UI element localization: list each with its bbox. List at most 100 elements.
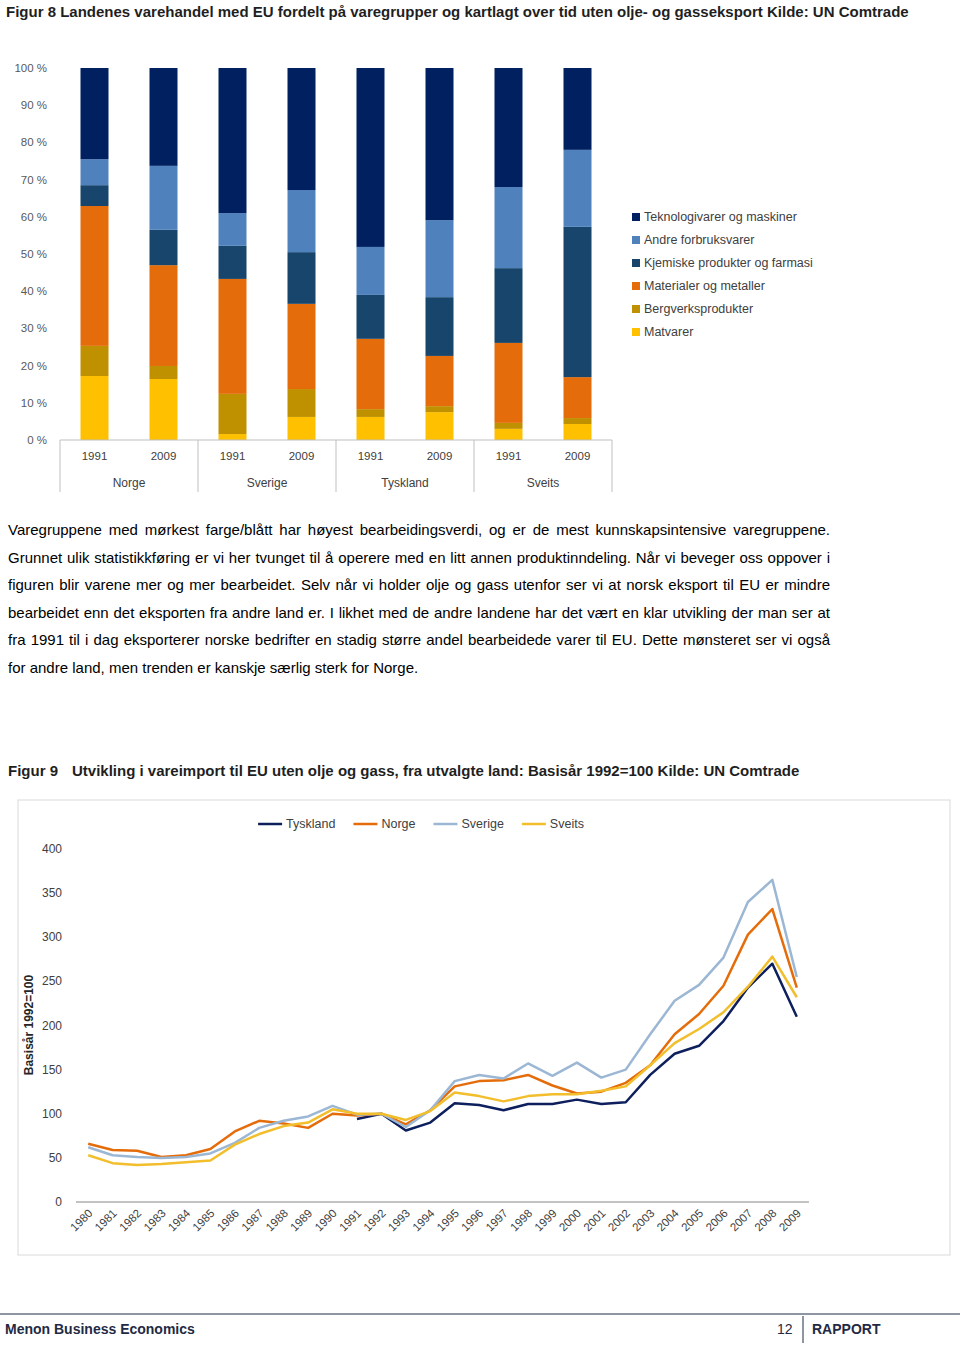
y-tick-label: 20 % xyxy=(21,360,47,372)
group-separator xyxy=(336,440,337,492)
x-tick-label: 1992 xyxy=(361,1207,388,1234)
x-tick-label: 1985 xyxy=(190,1207,217,1234)
bar-segment xyxy=(288,190,316,252)
bar-segment xyxy=(288,389,316,417)
tick-mark xyxy=(57,254,60,255)
footer-divider xyxy=(803,1316,804,1343)
bar-segment xyxy=(426,406,454,412)
y-tick-label: 400 xyxy=(42,842,62,856)
tick-mark xyxy=(57,179,60,180)
tick-mark xyxy=(57,328,60,329)
y-tick-label: 100 xyxy=(42,1107,62,1121)
footer-rule xyxy=(0,1314,960,1315)
bar-segment xyxy=(564,418,592,424)
footer-publisher: Menon Business Economics xyxy=(5,1321,195,1337)
y-tick-label: 40 % xyxy=(21,285,47,297)
bar-segment xyxy=(81,185,109,206)
bar-segment xyxy=(357,247,385,295)
bar-segment xyxy=(495,68,523,187)
legend-label: Teknologivarer og maskiner xyxy=(644,210,797,224)
legend-swatch xyxy=(632,259,640,267)
series-line xyxy=(88,957,797,1165)
figure-caption: Figur 8 Landenes varehandel med EU forde… xyxy=(6,2,954,22)
x-tick-label: 1997 xyxy=(483,1207,510,1234)
page-graphics: 0 %10 %20 %30 %40 %50 %60 %70 %80 %90 %1… xyxy=(0,0,960,1345)
y-tick-label: 350 xyxy=(42,886,62,900)
bar-segment xyxy=(219,434,247,440)
x-tick-label: 2006 xyxy=(703,1207,730,1234)
bar-segment xyxy=(288,417,316,440)
x-tick-label: 1991 xyxy=(220,450,246,462)
figure-caption: Utvikling i vareimport til EU uten olje … xyxy=(72,762,952,779)
group-separator xyxy=(612,440,613,492)
bar-segment xyxy=(426,68,454,220)
legend-swatch xyxy=(632,328,640,336)
bar-segment xyxy=(81,159,109,185)
y-tick-label: 60 % xyxy=(21,211,47,223)
x-tick-label: 2008 xyxy=(752,1207,779,1234)
bar-segment xyxy=(219,68,247,213)
legend-label: Sverige xyxy=(461,817,503,831)
bar-segment xyxy=(564,150,592,227)
legend-label: Materialer og metaller xyxy=(644,279,765,293)
bar-segment xyxy=(81,68,109,159)
y-tick-label: 70 % xyxy=(21,174,47,186)
bar-segment xyxy=(357,339,385,409)
legend-label: Andre forbruksvarer xyxy=(644,233,754,247)
bar-segment xyxy=(150,379,178,440)
bar-segment xyxy=(564,68,592,150)
bar-segment xyxy=(288,68,316,190)
x-tick-label: 2003 xyxy=(630,1207,657,1234)
legend-swatch xyxy=(258,823,282,826)
y-tick-label: 10 % xyxy=(21,397,47,409)
x-tick-label: 1993 xyxy=(386,1207,413,1234)
bar-segment xyxy=(219,394,247,434)
tick-mark xyxy=(57,365,60,366)
bar-segment xyxy=(357,68,385,247)
y-axis-title: Basisår 1992=100 xyxy=(22,974,36,1075)
bar-segment xyxy=(150,68,178,166)
group-label: Sveits xyxy=(527,476,560,490)
tick-mark xyxy=(57,68,60,69)
bar-segment xyxy=(150,366,178,379)
legend-swatch xyxy=(522,823,546,826)
x-tick-label: 1989 xyxy=(288,1207,315,1234)
x-tick-label: 2009 xyxy=(151,450,177,462)
y-tick-label: 0 xyxy=(55,1195,62,1209)
tick-mark xyxy=(57,105,60,106)
x-tick-label: 2009 xyxy=(289,450,315,462)
y-tick-label: 50 % xyxy=(21,248,47,260)
x-tick-label: 1984 xyxy=(166,1207,193,1234)
x-tick-label: 1991 xyxy=(82,450,108,462)
x-tick-label: 1991 xyxy=(337,1207,364,1234)
x-tick-label: 1994 xyxy=(410,1207,437,1234)
bar-segment xyxy=(288,252,316,304)
y-tick-label: 90 % xyxy=(21,99,47,111)
x-tick-label: 2009 xyxy=(427,450,453,462)
lines xyxy=(88,880,797,1165)
legend-label: Bergverksprodukter xyxy=(644,302,753,316)
legend-label: Matvarer xyxy=(644,325,693,339)
legend-swatch xyxy=(433,823,457,826)
figure-label: Figur 9 xyxy=(8,762,58,779)
bar-segment xyxy=(219,213,247,246)
tick-mark xyxy=(57,142,60,143)
bar-segment xyxy=(357,409,385,417)
bar-segment xyxy=(495,187,523,268)
bar-segment xyxy=(495,423,523,429)
body-paragraph: Varegruppene med mørkest farge/blått har… xyxy=(8,516,830,682)
bar-segment xyxy=(81,346,109,376)
bar-segment xyxy=(564,377,592,418)
legend-label: Sveits xyxy=(550,817,584,831)
group-separator xyxy=(198,440,199,492)
legend-label: Tyskland xyxy=(286,817,335,831)
bar-segment xyxy=(495,343,523,423)
x-tick-label: 2002 xyxy=(606,1207,633,1234)
x-tick-label: 1991 xyxy=(358,450,384,462)
group-label: Norge xyxy=(113,476,146,490)
bar-segment xyxy=(426,297,454,356)
legend-swatch xyxy=(632,282,640,290)
x-tick-label: 1987 xyxy=(239,1207,266,1234)
bar-segment xyxy=(357,417,385,440)
legend-swatch xyxy=(353,823,377,826)
